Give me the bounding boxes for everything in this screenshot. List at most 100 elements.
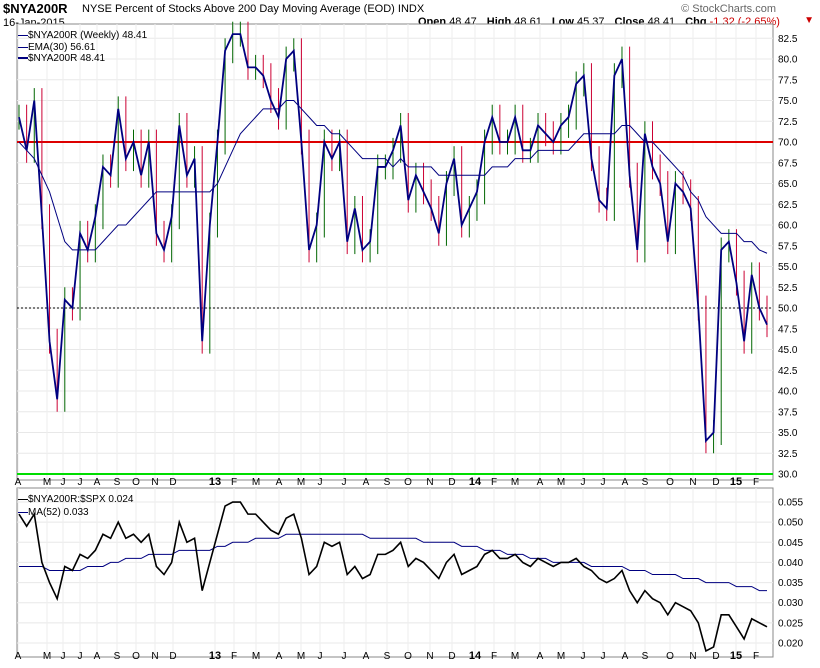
legend-ratio: $NYA200R:$SPX 0.024	[18, 494, 133, 505]
x-tick-label: J	[61, 477, 66, 488]
x-tick-label: N	[426, 651, 433, 662]
y-tick-label: 32.5	[778, 449, 798, 460]
x-tick-label: D	[448, 651, 455, 662]
y-tick-label: 72.5	[778, 117, 798, 128]
x-tick-label: M	[43, 651, 51, 662]
y-tick-label: 60.0	[778, 221, 798, 232]
x-tick-label: 13	[209, 650, 221, 662]
legend-text: $NYA200R:$SPX 0.024	[28, 494, 134, 505]
x-tick-label: A	[537, 651, 544, 662]
x-tick-label: M	[252, 477, 260, 488]
x-tick-label: M	[252, 651, 260, 662]
x-tick-label: J	[78, 477, 83, 488]
x-tick-label: J	[318, 651, 323, 662]
dropdown-triangle-icon[interactable]: ▼	[804, 15, 814, 26]
y-tick-label: 50.0	[778, 304, 798, 315]
y-tick-label: 82.5	[778, 34, 798, 45]
x-tick-label: J	[78, 651, 83, 662]
x-tick-label: A	[537, 477, 544, 488]
x-tick-label: N	[151, 477, 158, 488]
y-tick-label: 65.0	[778, 179, 798, 190]
y-tick-label: 37.5	[778, 407, 798, 418]
x-tick-label: A	[622, 651, 629, 662]
x-tick-label: A	[276, 477, 283, 488]
y-tick-label: 67.5	[778, 158, 798, 169]
legend-swatch	[18, 46, 28, 48]
y-tick-label: 0.020	[778, 638, 803, 649]
y-tick-label: 0.030	[778, 598, 803, 609]
ma52-line	[19, 533, 767, 592]
y-tick-label: 35.0	[778, 428, 798, 439]
x-tick-label: F	[491, 651, 497, 662]
x-tick-label: D	[448, 477, 455, 488]
y-tick-label: 77.5	[778, 75, 798, 86]
x-tick-label: A	[363, 651, 370, 662]
x-tick-label: A	[15, 651, 22, 662]
x-tick-label: M	[557, 651, 565, 662]
plot-frame-0	[16, 23, 774, 481]
legend-text: MA(52) 0.033	[28, 507, 89, 518]
y-tick-label: 62.5	[778, 200, 798, 211]
x-tick-label: O	[666, 651, 674, 662]
legend-price: $NYA200R 48.41	[18, 53, 105, 64]
x-tick-label: F	[753, 651, 759, 662]
y-tick-label: 0.045	[778, 538, 803, 549]
x-tick-label: M	[511, 477, 519, 488]
y-tick-label: 0.050	[778, 518, 803, 529]
x-tick-label: M	[511, 651, 519, 662]
x-tick-label: M	[557, 477, 565, 488]
y-tick-label: 47.5	[778, 324, 798, 335]
x-tick-label: O	[404, 477, 412, 488]
legend-swatch	[18, 498, 28, 500]
legend-text: $NYA200R (Weekly) 48.41	[28, 30, 148, 41]
x-tick-label: A	[276, 651, 283, 662]
y-tick-label: 45.0	[778, 345, 798, 356]
x-tick-label: F	[231, 477, 237, 488]
x-tick-label: A	[15, 477, 22, 488]
x-tick-label: A	[363, 477, 370, 488]
y-tick-label: 30.0	[778, 470, 798, 481]
x-tick-label: O	[666, 477, 674, 488]
legend-swatch	[18, 511, 28, 513]
y-tick-label: 52.5	[778, 283, 798, 294]
x-tick-label: S	[114, 477, 121, 488]
x-tick-label: 13	[209, 476, 221, 488]
x-tick-label: F	[231, 651, 237, 662]
x-tick-label: S	[384, 477, 391, 488]
x-tick-label: J	[581, 477, 586, 488]
x-tick-label: D	[712, 477, 719, 488]
legend-swatch	[18, 57, 28, 60]
x-tick-label: J	[601, 651, 606, 662]
y-tick-label: 75.0	[778, 96, 798, 107]
chart-title: NYSE Percent of Stocks Above 200 Day Mov…	[82, 3, 424, 15]
ratio-line	[18, 501, 768, 653]
y-tick-label: 0.040	[778, 558, 803, 569]
exchange-label: INDX	[397, 3, 425, 15]
x-tick-label: O	[132, 651, 140, 662]
legend-text: $NYA200R 48.41	[28, 53, 106, 64]
x-tick-label: N	[426, 477, 433, 488]
x-tick-label: D	[169, 651, 176, 662]
plot-frame-1	[16, 487, 774, 658]
x-tick-label: M	[297, 651, 305, 662]
x-tick-label: J	[601, 477, 606, 488]
x-tick-label: J	[61, 651, 66, 662]
y-tick-label: 80.0	[778, 55, 798, 66]
symbol-label: $NYA200R	[3, 1, 68, 16]
legend-text: EMA(30) 56.61	[28, 42, 96, 53]
legend-ma52: MA(52) 0.033	[18, 507, 89, 518]
x-tick-label: F	[753, 477, 759, 488]
y-tick-label: 0.035	[778, 578, 803, 589]
x-tick-label: N	[689, 477, 696, 488]
x-tick-label: O	[132, 477, 140, 488]
x-tick-label: D	[712, 651, 719, 662]
x-tick-label: N	[151, 651, 158, 662]
brand-label: © StockCharts.com	[681, 3, 776, 15]
x-tick-label: J	[318, 477, 323, 488]
x-tick-label: A	[94, 651, 101, 662]
y-tick-label: 40.0	[778, 387, 798, 398]
chart-title-text: NYSE Percent of Stocks Above 200 Day Mov…	[82, 3, 395, 15]
price-line	[18, 33, 768, 443]
